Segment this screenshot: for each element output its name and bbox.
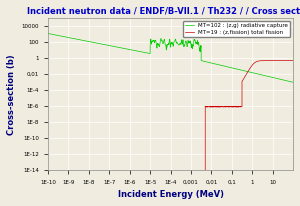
Title: Incident neutron data / ENDF/B-VII.1 / Th232 / / Cross section: Incident neutron data / ENDF/B-VII.1 / T… <box>27 7 300 16</box>
Legend: MT=102 : (z,g) radiative capture, MT=19 : (z,fission) total fission: MT=102 : (z,g) radiative capture, MT=19 … <box>183 21 290 37</box>
Line: MT=19 : (z,fission) total fission: MT=19 : (z,fission) total fission <box>48 61 293 171</box>
MT=19 : (z,fission) total fission: (1e-10, 1e-14): (z,fission) total fission: (1e-10, 1e-14… <box>46 169 50 172</box>
MT=102 : (z,g) radiative capture: (2.76e-08, 72.2): (z,g) radiative capture: (2.76e-08, 72.2… <box>96 42 100 44</box>
Y-axis label: Cross-section (b): Cross-section (b) <box>7 54 16 135</box>
MT=19 : (z,fission) total fission: (0.000582, 1e-14): (z,fission) total fission: (0.000582, 1e… <box>184 169 188 172</box>
MT=102 : (z,g) radiative capture: (0.00142, 226): (z,g) radiative capture: (0.00142, 226) <box>192 38 196 41</box>
MT=19 : (z,fission) total fission: (0.0294, 8.65e-07): (z,fission) total fission: (0.0294, 8.65… <box>219 106 223 108</box>
MT=102 : (z,g) radiative capture: (2.21e-05, 35.6): (z,g) radiative capture: (2.21e-05, 35.6… <box>155 44 159 47</box>
MT=102 : (z,g) radiative capture: (0.000577, 132): (z,g) radiative capture: (0.000577, 132) <box>184 40 188 42</box>
MT=19 : (z,fission) total fission: (0.132, 9.52e-07): (z,fission) total fission: (0.132, 9.52e… <box>232 105 236 108</box>
Line: MT=102 : (z,g) radiative capture: MT=102 : (z,g) radiative capture <box>48 34 293 82</box>
MT=102 : (z,g) radiative capture: (1.17e-05, 74.7): (z,g) radiative capture: (1.17e-05, 74.7… <box>150 42 153 44</box>
X-axis label: Incident Energy (MeV): Incident Energy (MeV) <box>118 190 224 199</box>
MT=19 : (z,fission) total fission: (0.0259, 8.23e-07): (z,fission) total fission: (0.0259, 8.23… <box>218 106 222 108</box>
MT=19 : (z,fission) total fission: (2.54, 0.477): (z,fission) total fission: (2.54, 0.477) <box>259 60 262 62</box>
MT=102 : (z,g) radiative capture: (1e-10, 1.2e+03): (z,g) radiative capture: (1e-10, 1.2e+03… <box>46 32 50 35</box>
MT=102 : (z,g) radiative capture: (100, 0.000997): (z,g) radiative capture: (100, 0.000997) <box>291 81 295 83</box>
MT=19 : (z,fission) total fission: (100, 0.5): (z,fission) total fission: (100, 0.5) <box>291 59 295 62</box>
MT=102 : (z,g) radiative capture: (0.00166, 91.8): (z,g) radiative capture: (0.00166, 91.8) <box>194 41 197 44</box>
MT=19 : (z,fission) total fission: (0.581, 0.0168): (z,fission) total fission: (0.581, 0.016… <box>246 71 249 74</box>
